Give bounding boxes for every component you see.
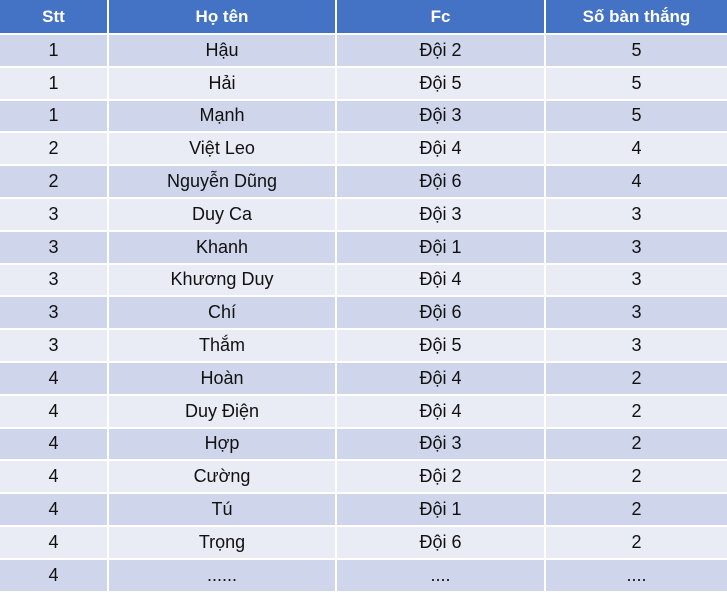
cell-stt: 1 bbox=[0, 67, 109, 101]
header-ho-ten: Họ tên bbox=[109, 0, 337, 35]
header-stt: Stt bbox=[0, 0, 109, 35]
table-row: 4 Trọng Đội 6 2 bbox=[0, 526, 727, 560]
cell-so-ban-thang: 5 bbox=[546, 100, 727, 134]
cell-stt: 2 bbox=[0, 133, 109, 167]
table-row: 3 Chí Đội 6 3 bbox=[0, 297, 727, 331]
table-row: 4 Duy Điện Đội 4 2 bbox=[0, 395, 727, 429]
cell-so-ban-thang: 3 bbox=[546, 330, 727, 363]
cell-ho-ten: Chí bbox=[109, 297, 337, 331]
cell-so-ban-thang: 5 bbox=[546, 35, 727, 68]
cell-stt: 4 bbox=[0, 559, 109, 593]
table-row: 3 Khương Duy Đội 4 3 bbox=[0, 264, 727, 298]
cell-ho-ten: Thắm bbox=[109, 330, 337, 363]
cell-fc: Đội 2 bbox=[337, 461, 546, 495]
table-row: 1 Hậu Đội 2 5 bbox=[0, 35, 727, 68]
cell-fc: Đội 6 bbox=[337, 297, 546, 331]
cell-fc: Đội 2 bbox=[337, 35, 546, 68]
cell-fc: Đội 4 bbox=[337, 395, 546, 429]
cell-stt: 4 bbox=[0, 362, 109, 396]
cell-so-ban-thang: 2 bbox=[546, 428, 727, 462]
table-row: 4 Hoàn Đội 4 2 bbox=[0, 362, 727, 396]
cell-stt: 4 bbox=[0, 526, 109, 560]
cell-ho-ten: Trọng bbox=[109, 526, 337, 560]
cell-fc: Đội 4 bbox=[337, 133, 546, 167]
cell-stt: 4 bbox=[0, 395, 109, 429]
cell-ho-ten: Hợp bbox=[109, 428, 337, 462]
cell-fc: Đội 1 bbox=[337, 231, 546, 265]
cell-so-ban-thang: 3 bbox=[546, 198, 727, 232]
cell-so-ban-thang: 5 bbox=[546, 67, 727, 101]
cell-ho-ten: Mạnh bbox=[109, 100, 337, 134]
cell-so-ban-thang: 2 bbox=[546, 395, 727, 429]
table-row: 1 Mạnh Đội 3 5 bbox=[0, 100, 727, 134]
cell-so-ban-thang: 3 bbox=[546, 297, 727, 331]
cell-stt: 4 bbox=[0, 428, 109, 462]
table-row: 3 Khanh Đội 1 3 bbox=[0, 231, 727, 265]
cell-fc: Đội 5 bbox=[337, 330, 546, 363]
cell-stt: 3 bbox=[0, 198, 109, 232]
table-header-row: Stt Họ tên Fc Số bàn thắng bbox=[0, 0, 727, 35]
cell-stt: 1 bbox=[0, 35, 109, 68]
cell-stt: 3 bbox=[0, 231, 109, 265]
cell-fc: Đội 5 bbox=[337, 67, 546, 101]
cell-so-ban-thang: 2 bbox=[546, 494, 727, 527]
cell-fc: Đội 6 bbox=[337, 166, 546, 199]
cell-ho-ten: Hoàn bbox=[109, 362, 337, 396]
cell-so-ban-thang: .... bbox=[546, 559, 727, 593]
table-row: 4 Tú Đội 1 2 bbox=[0, 494, 727, 527]
cell-fc: Đội 3 bbox=[337, 100, 546, 134]
cell-ho-ten: Hậu bbox=[109, 35, 337, 68]
header-so-ban-thang: Số bàn thắng bbox=[546, 0, 727, 35]
cell-fc: .... bbox=[337, 559, 546, 593]
cell-so-ban-thang: 2 bbox=[546, 362, 727, 396]
cell-stt: 2 bbox=[0, 166, 109, 199]
cell-so-ban-thang: 2 bbox=[546, 526, 727, 560]
cell-fc: Đội 6 bbox=[337, 526, 546, 560]
cell-fc: Đội 1 bbox=[337, 494, 546, 527]
cell-ho-ten: Tú bbox=[109, 494, 337, 527]
cell-ho-ten: Hải bbox=[109, 67, 337, 101]
cell-stt: 4 bbox=[0, 461, 109, 495]
cell-so-ban-thang: 4 bbox=[546, 166, 727, 199]
header-fc: Fc bbox=[337, 0, 546, 35]
cell-ho-ten: ...... bbox=[109, 559, 337, 593]
table-row: 3 Duy Ca Đội 3 3 bbox=[0, 198, 727, 232]
table-row: 4 Cường Đội 2 2 bbox=[0, 461, 727, 495]
cell-fc: Đội 4 bbox=[337, 362, 546, 396]
cell-ho-ten: Cường bbox=[109, 461, 337, 495]
cell-ho-ten: Duy Ca bbox=[109, 198, 337, 232]
cell-stt: 3 bbox=[0, 297, 109, 331]
table-row: 4 Hợp Đội 3 2 bbox=[0, 428, 727, 462]
cell-stt: 3 bbox=[0, 264, 109, 298]
cell-so-ban-thang: 3 bbox=[546, 264, 727, 298]
cell-stt: 4 bbox=[0, 494, 109, 527]
cell-ho-ten: Khanh bbox=[109, 231, 337, 265]
table-row: 2 Nguyễn Dũng Đội 6 4 bbox=[0, 166, 727, 199]
table-row: 3 Thắm Đội 5 3 bbox=[0, 330, 727, 363]
table-row: 1 Hải Đội 5 5 bbox=[0, 67, 727, 101]
cell-ho-ten: Nguyễn Dũng bbox=[109, 166, 337, 199]
cell-stt: 1 bbox=[0, 100, 109, 134]
cell-so-ban-thang: 4 bbox=[546, 133, 727, 167]
cell-ho-ten: Việt Leo bbox=[109, 133, 337, 167]
cell-fc: Đội 3 bbox=[337, 428, 546, 462]
cell-stt: 3 bbox=[0, 330, 109, 363]
table-row: 4 ...... .... .... bbox=[0, 559, 727, 593]
cell-so-ban-thang: 3 bbox=[546, 231, 727, 265]
cell-ho-ten: Khương Duy bbox=[109, 264, 337, 298]
table-row: 2 Việt Leo Đội 4 4 bbox=[0, 133, 727, 167]
cell-fc: Đội 3 bbox=[337, 198, 546, 232]
cell-fc: Đội 4 bbox=[337, 264, 546, 298]
cell-ho-ten: Duy Điện bbox=[109, 395, 337, 429]
cell-so-ban-thang: 2 bbox=[546, 461, 727, 495]
